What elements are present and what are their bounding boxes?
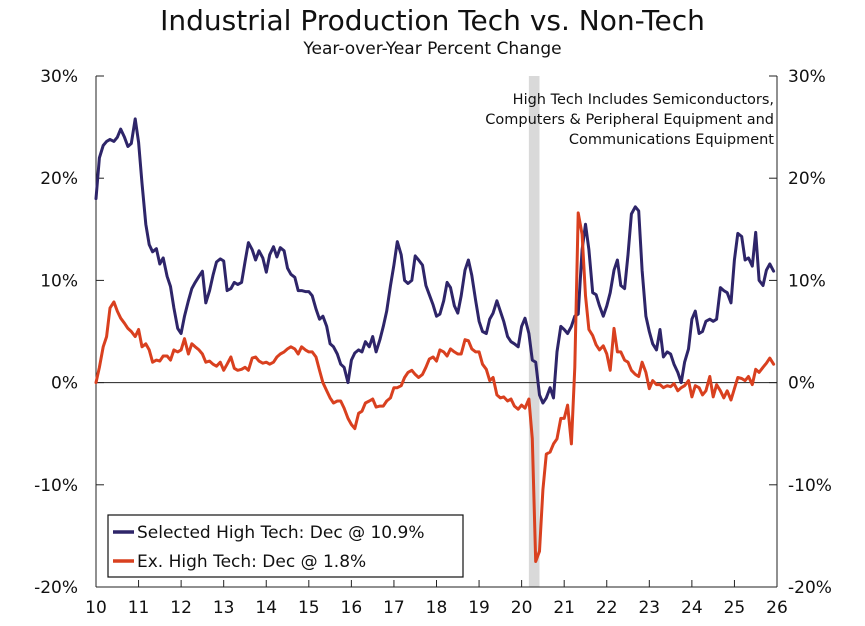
x-tick-label: 10 [85,598,107,618]
x-tick-label: 25 [724,598,746,618]
y-tick-label-right: -20% [788,578,832,598]
y-tick-label-right: 0% [788,374,815,394]
x-tick-label: 13 [213,598,235,618]
chart-title: Industrial Production Tech vs. Non-Tech [160,4,705,37]
series-line-high-tech [94,117,776,405]
legend-box [107,514,464,578]
y-tick-label-left: -10% [34,476,78,496]
x-tick-label: 26 [766,598,788,618]
x-tick-label: 12 [170,598,192,618]
y-tick-label-left: -20% [34,578,78,598]
annotation-line: High Tech Includes Semiconductors, [513,92,774,108]
x-tick-label: 20 [511,598,533,618]
y-tick-label-left: 0% [51,374,78,394]
x-tick-label: 11 [128,598,150,618]
x-tick-label: 21 [553,598,575,618]
annotation-line: Communications Equipment [569,132,774,148]
x-tick-label: 15 [298,598,320,618]
y-tick-label-left: 30% [40,67,78,87]
y-tick-label-right: 10% [788,271,826,291]
y-tick-label-right: 20% [788,169,826,189]
x-tick-label: 16 [341,598,363,618]
legend: Selected High Tech: Dec @ 10.9% Ex. High … [107,514,464,578]
x-tick-label: 19 [468,598,490,618]
x-tick-label: 18 [426,598,448,618]
annotation-line: Computers & Peripheral Equipment and [485,112,774,128]
legend-label: Ex. High Tech: Dec @ 1.8% [137,552,366,572]
chart-subtitle: Year-over-Year Percent Change [303,39,562,59]
recession-band [528,76,540,587]
y-tick-label-left: 10% [40,271,78,291]
y-tick-label-right: -10% [788,476,832,496]
x-tick-label: 24 [681,598,703,618]
y-tick-label-right: 30% [788,67,826,87]
x-tick-label: 14 [255,598,277,618]
x-tick-label: 17 [383,598,405,618]
series-line-ex-high-tech [94,211,776,563]
x-tick-label: 23 [638,598,660,618]
x-tick-label: 22 [596,598,618,618]
legend-label: Selected High Tech: Dec @ 10.9% [137,523,425,543]
y-tick-label-left: 20% [40,169,78,189]
